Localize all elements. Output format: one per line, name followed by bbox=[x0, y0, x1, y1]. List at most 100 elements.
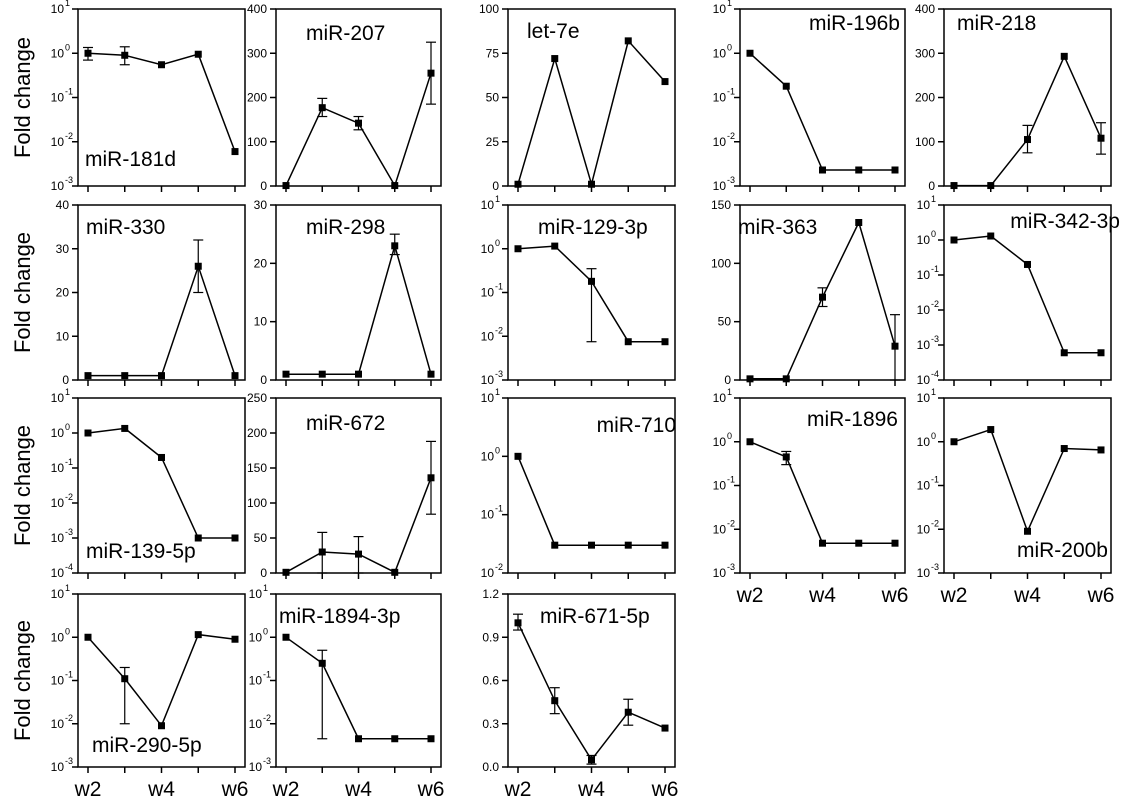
y-tick-label: 0 bbox=[492, 179, 499, 193]
data-point bbox=[588, 180, 595, 188]
y-tick-exponent: -2 bbox=[727, 518, 735, 528]
plot-frame bbox=[739, 8, 906, 187]
data-point bbox=[427, 735, 435, 743]
y-tick-label: 10 bbox=[51, 2, 65, 16]
y-tick-label: 10 bbox=[249, 760, 263, 774]
y-tick-exponent: -3 bbox=[495, 369, 503, 379]
y-tick-exponent: -3 bbox=[65, 175, 73, 185]
x-tick-label: w2 bbox=[736, 584, 764, 607]
panel-title: miR-672 bbox=[306, 412, 385, 435]
x-tick-label: w2 bbox=[504, 778, 532, 801]
data-point bbox=[158, 722, 165, 730]
x-tick-label: w4 bbox=[344, 778, 372, 801]
panel-title: miR-1894-3p bbox=[279, 605, 400, 628]
data-point bbox=[282, 182, 290, 190]
panel-mir-218: 0 100 200 300 400 miR-218 bbox=[915, 2, 1112, 193]
y-tick-exponent: -3 bbox=[727, 562, 735, 572]
panel-title: miR-671-5p bbox=[540, 605, 650, 628]
y-tick-label: 30 bbox=[56, 242, 70, 256]
data-point bbox=[987, 426, 995, 434]
data-point bbox=[782, 453, 790, 461]
y-tick-exponent: 0 bbox=[727, 431, 732, 441]
data-point bbox=[514, 619, 522, 627]
y-tick-exponent: 0 bbox=[727, 42, 732, 52]
x-tick-label: w6 bbox=[417, 778, 445, 801]
panel-title: let-7e bbox=[527, 20, 580, 43]
y-tick-label: 10 bbox=[917, 391, 931, 405]
data-point bbox=[855, 166, 863, 174]
y-axis-label: Fold change bbox=[10, 232, 35, 353]
y-tick-label: 10 bbox=[56, 329, 70, 343]
data-point bbox=[746, 438, 754, 446]
y-tick-exponent: 1 bbox=[495, 387, 500, 397]
y-tick-label: 0 bbox=[928, 179, 935, 193]
y-tick-label: 10 bbox=[249, 630, 263, 644]
panel-mir-207: 0 100 200 300 400 miR-207 bbox=[247, 2, 442, 193]
panel-title: miR-363 bbox=[738, 216, 817, 239]
y-tick-label: 10 bbox=[481, 566, 495, 580]
y-tick-label: 10 bbox=[51, 587, 65, 601]
y-tick-label: 20 bbox=[56, 286, 70, 300]
y-tick-label: 10 bbox=[713, 179, 727, 193]
data-point bbox=[782, 375, 790, 383]
y-tick-exponent: -3 bbox=[931, 334, 939, 344]
x-tick-label: w2 bbox=[272, 778, 300, 801]
data-point bbox=[391, 568, 399, 576]
y-tick-label: 10 bbox=[917, 522, 931, 536]
data-point bbox=[746, 375, 754, 383]
y-tick-label: 30 bbox=[254, 198, 268, 212]
x-tick-label: w4 bbox=[808, 584, 836, 607]
y-tick-exponent: -3 bbox=[263, 756, 271, 766]
data-point bbox=[282, 568, 290, 576]
y-tick-exponent: -1 bbox=[495, 282, 503, 292]
data-point bbox=[231, 635, 239, 643]
y-tick-label: 10 bbox=[917, 435, 931, 449]
y-tick-label: 10 bbox=[481, 508, 495, 522]
y-tick-label: 10 bbox=[713, 479, 727, 493]
data-point bbox=[1097, 446, 1105, 454]
y-tick-exponent: -2 bbox=[495, 562, 503, 572]
y-tick-label: 10 bbox=[713, 46, 727, 60]
data-point bbox=[624, 338, 632, 346]
y-tick-label: 10 bbox=[51, 760, 65, 774]
series-line bbox=[285, 636, 431, 740]
data-point bbox=[84, 49, 92, 57]
data-point bbox=[231, 534, 239, 542]
panel-title: miR-139-5p bbox=[86, 540, 196, 563]
y-tick-label: 100 bbox=[247, 496, 267, 510]
y-tick-exponent: -2 bbox=[727, 131, 735, 141]
data-point bbox=[624, 541, 632, 549]
y-tick-exponent: 0 bbox=[65, 422, 70, 432]
y-tick-exponent: -1 bbox=[727, 475, 735, 485]
data-point bbox=[318, 104, 326, 112]
data-point bbox=[121, 51, 129, 59]
y-tick-exponent: 1 bbox=[65, 583, 70, 593]
y-tick-label: 10 bbox=[51, 179, 65, 193]
panel-mir-671-5p: 0.0 0.3 0.6 0.9 1.2 w2 w4 w6 miR-671-5p bbox=[482, 587, 678, 801]
y-tick-label: 10 bbox=[917, 338, 931, 352]
y-tick-exponent: 0 bbox=[931, 431, 936, 441]
y-tick-label: 250 bbox=[247, 391, 267, 405]
y-tick-exponent: 1 bbox=[931, 194, 936, 204]
data-point bbox=[427, 69, 435, 77]
data-point bbox=[588, 541, 595, 549]
data-point bbox=[1024, 136, 1031, 144]
y-tick-exponent: 1 bbox=[263, 583, 268, 593]
y-tick-label: 10 bbox=[51, 566, 65, 580]
data-point bbox=[1097, 349, 1105, 357]
y-tick-exponent: -1 bbox=[65, 670, 73, 680]
y-tick-label: 0.9 bbox=[482, 630, 499, 644]
y-tick-label: 25 bbox=[486, 135, 500, 149]
series-line bbox=[517, 39, 666, 188]
y-tick-label: 10 bbox=[713, 566, 727, 580]
series-line bbox=[953, 235, 1101, 354]
series-line bbox=[953, 428, 1102, 534]
data-point bbox=[355, 550, 362, 558]
y-tick-label: 10 bbox=[51, 717, 65, 731]
y-tick-label: 10 bbox=[481, 198, 495, 212]
